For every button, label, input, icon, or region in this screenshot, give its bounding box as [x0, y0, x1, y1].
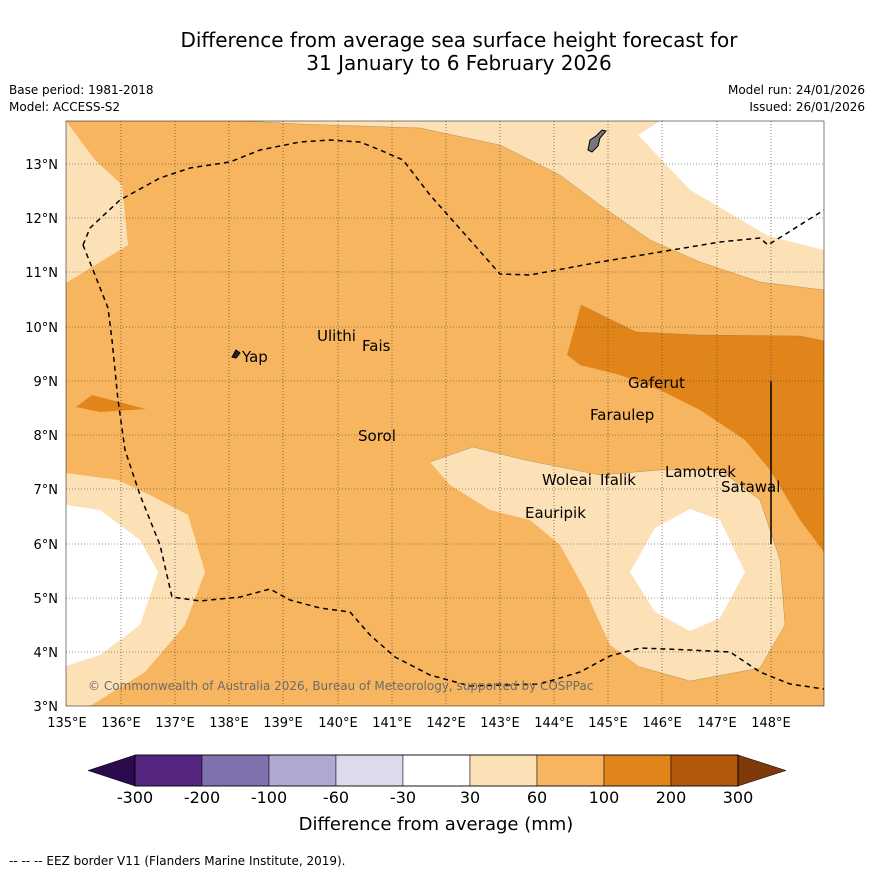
- colorbar-label: -300: [117, 788, 153, 807]
- lat-label: 11°N: [25, 266, 58, 281]
- lat-label: 5°N: [34, 592, 59, 607]
- band-under-30-west: [66, 505, 158, 666]
- colorbar-segment: [603, 754, 672, 787]
- band-100-200-west: [76, 395, 146, 412]
- colorbar-segment: [134, 754, 203, 787]
- map-frame: [65, 120, 825, 707]
- colorbar-label: 60: [527, 788, 547, 807]
- base-period: Base period: 1981-2018: [9, 83, 154, 97]
- place-ulithi: Ulithi: [317, 327, 356, 345]
- lon-label: 139°E: [263, 716, 303, 731]
- colorbar-over-arrow: [737, 754, 787, 787]
- place-satawal: Satawal: [721, 478, 780, 496]
- colorbar-segment: [268, 754, 337, 787]
- place-lamotrek: Lamotrek: [665, 463, 736, 481]
- colorbar-label: -60: [323, 788, 349, 807]
- title-line-1: Difference from average sea surface heig…: [180, 28, 738, 52]
- lat-label: 12°N: [25, 212, 58, 227]
- issued-date: Issued: 26/01/2026: [749, 100, 865, 114]
- lon-label: 147°E: [697, 716, 737, 731]
- lon-label: 143°E: [480, 716, 520, 731]
- lon-label: 141°E: [372, 716, 412, 731]
- place-yap: Yap: [241, 348, 268, 366]
- yap-island-icon: [231, 349, 241, 359]
- lon-label: 137°E: [155, 716, 195, 731]
- contour-fields: Yap Ulithi Fais Sorol Gaferut Faraulep L…: [66, 121, 824, 706]
- lon-label: 146°E: [642, 716, 682, 731]
- lat-label: 10°N: [25, 321, 58, 336]
- model-run: Model run: 24/01/2026: [727, 83, 865, 97]
- lon-label: 138°E: [209, 716, 249, 731]
- colorbar-title: Difference from average (mm): [299, 814, 574, 835]
- lat-label: 7°N: [34, 483, 59, 498]
- colorbar-label: -30: [390, 788, 416, 807]
- colorbar-segment: [201, 754, 270, 787]
- place-ifalik: Ifalik: [600, 471, 636, 489]
- band-30-60-northwest: [66, 121, 128, 283]
- colorbar-segment: [670, 754, 739, 787]
- lat-label: 13°N: [25, 158, 58, 173]
- lat-label: 4°N: [34, 646, 59, 661]
- colorbar-label: 200: [656, 788, 687, 807]
- lon-label: 136°E: [101, 716, 141, 731]
- longitude-axis: 135°E 136°E 137°E 138°E 139°E 140°E 141°…: [47, 716, 791, 731]
- lon-label: 144°E: [534, 716, 574, 731]
- lon-label: 140°E: [318, 716, 358, 731]
- eez-border-south: [82, 244, 824, 690]
- colorbar-under-arrow: [87, 754, 136, 787]
- place-gaferut: Gaferut: [628, 374, 685, 392]
- colorbar-segment: [402, 754, 471, 787]
- model-name: Model: ACCESS-S2: [9, 100, 121, 114]
- map-gridlines: [66, 121, 824, 706]
- band-100-200-east: [567, 305, 824, 552]
- lon-label: 135°E: [47, 716, 87, 731]
- copyright-text: © Commonwealth of Australia 2026, Bureau…: [88, 679, 593, 693]
- lat-label: 8°N: [34, 429, 59, 444]
- band-30-60-northeast: [245, 121, 824, 290]
- lat-label: 3°N: [34, 700, 59, 715]
- guam-island-icon: [587, 129, 607, 153]
- lat-label: 6°N: [34, 538, 59, 553]
- colorbar: -300 -200 -100 -60 -30 30 60 100 200 300…: [87, 754, 787, 835]
- eez-border: [82, 139, 824, 276]
- eez-legend: -- -- -- EEZ border V11 (Flanders Marine…: [9, 854, 346, 868]
- colorbar-label: 100: [589, 788, 620, 807]
- colorbar-segment: [335, 754, 404, 787]
- place-faraulep: Faraulep: [590, 406, 654, 424]
- colorbar-label: 30: [460, 788, 480, 807]
- latitude-axis: 13°N 12°N 11°N 10°N 9°N 8°N 7°N 6°N 5°N …: [25, 158, 58, 715]
- place-fais: Fais: [362, 337, 391, 355]
- colorbar-label: -200: [184, 788, 220, 807]
- place-eauripik: Eauripik: [525, 504, 586, 522]
- title-line-2: 31 January to 6 February 2026: [306, 51, 612, 75]
- lon-label: 142°E: [426, 716, 466, 731]
- lon-label: 145°E: [588, 716, 628, 731]
- place-woleai: Woleai: [542, 471, 592, 489]
- colorbar-label: 300: [723, 788, 754, 807]
- place-labels: Yap Ulithi Fais Sorol Gaferut Faraulep L…: [241, 327, 780, 522]
- colorbar-label: -100: [251, 788, 287, 807]
- colorbar-segment: [469, 754, 538, 787]
- lat-label: 9°N: [34, 375, 59, 390]
- band-under-30-east: [630, 509, 745, 631]
- place-sorol: Sorol: [358, 427, 396, 445]
- colorbar-segment: [536, 754, 605, 787]
- lon-label: 148°E: [751, 716, 791, 731]
